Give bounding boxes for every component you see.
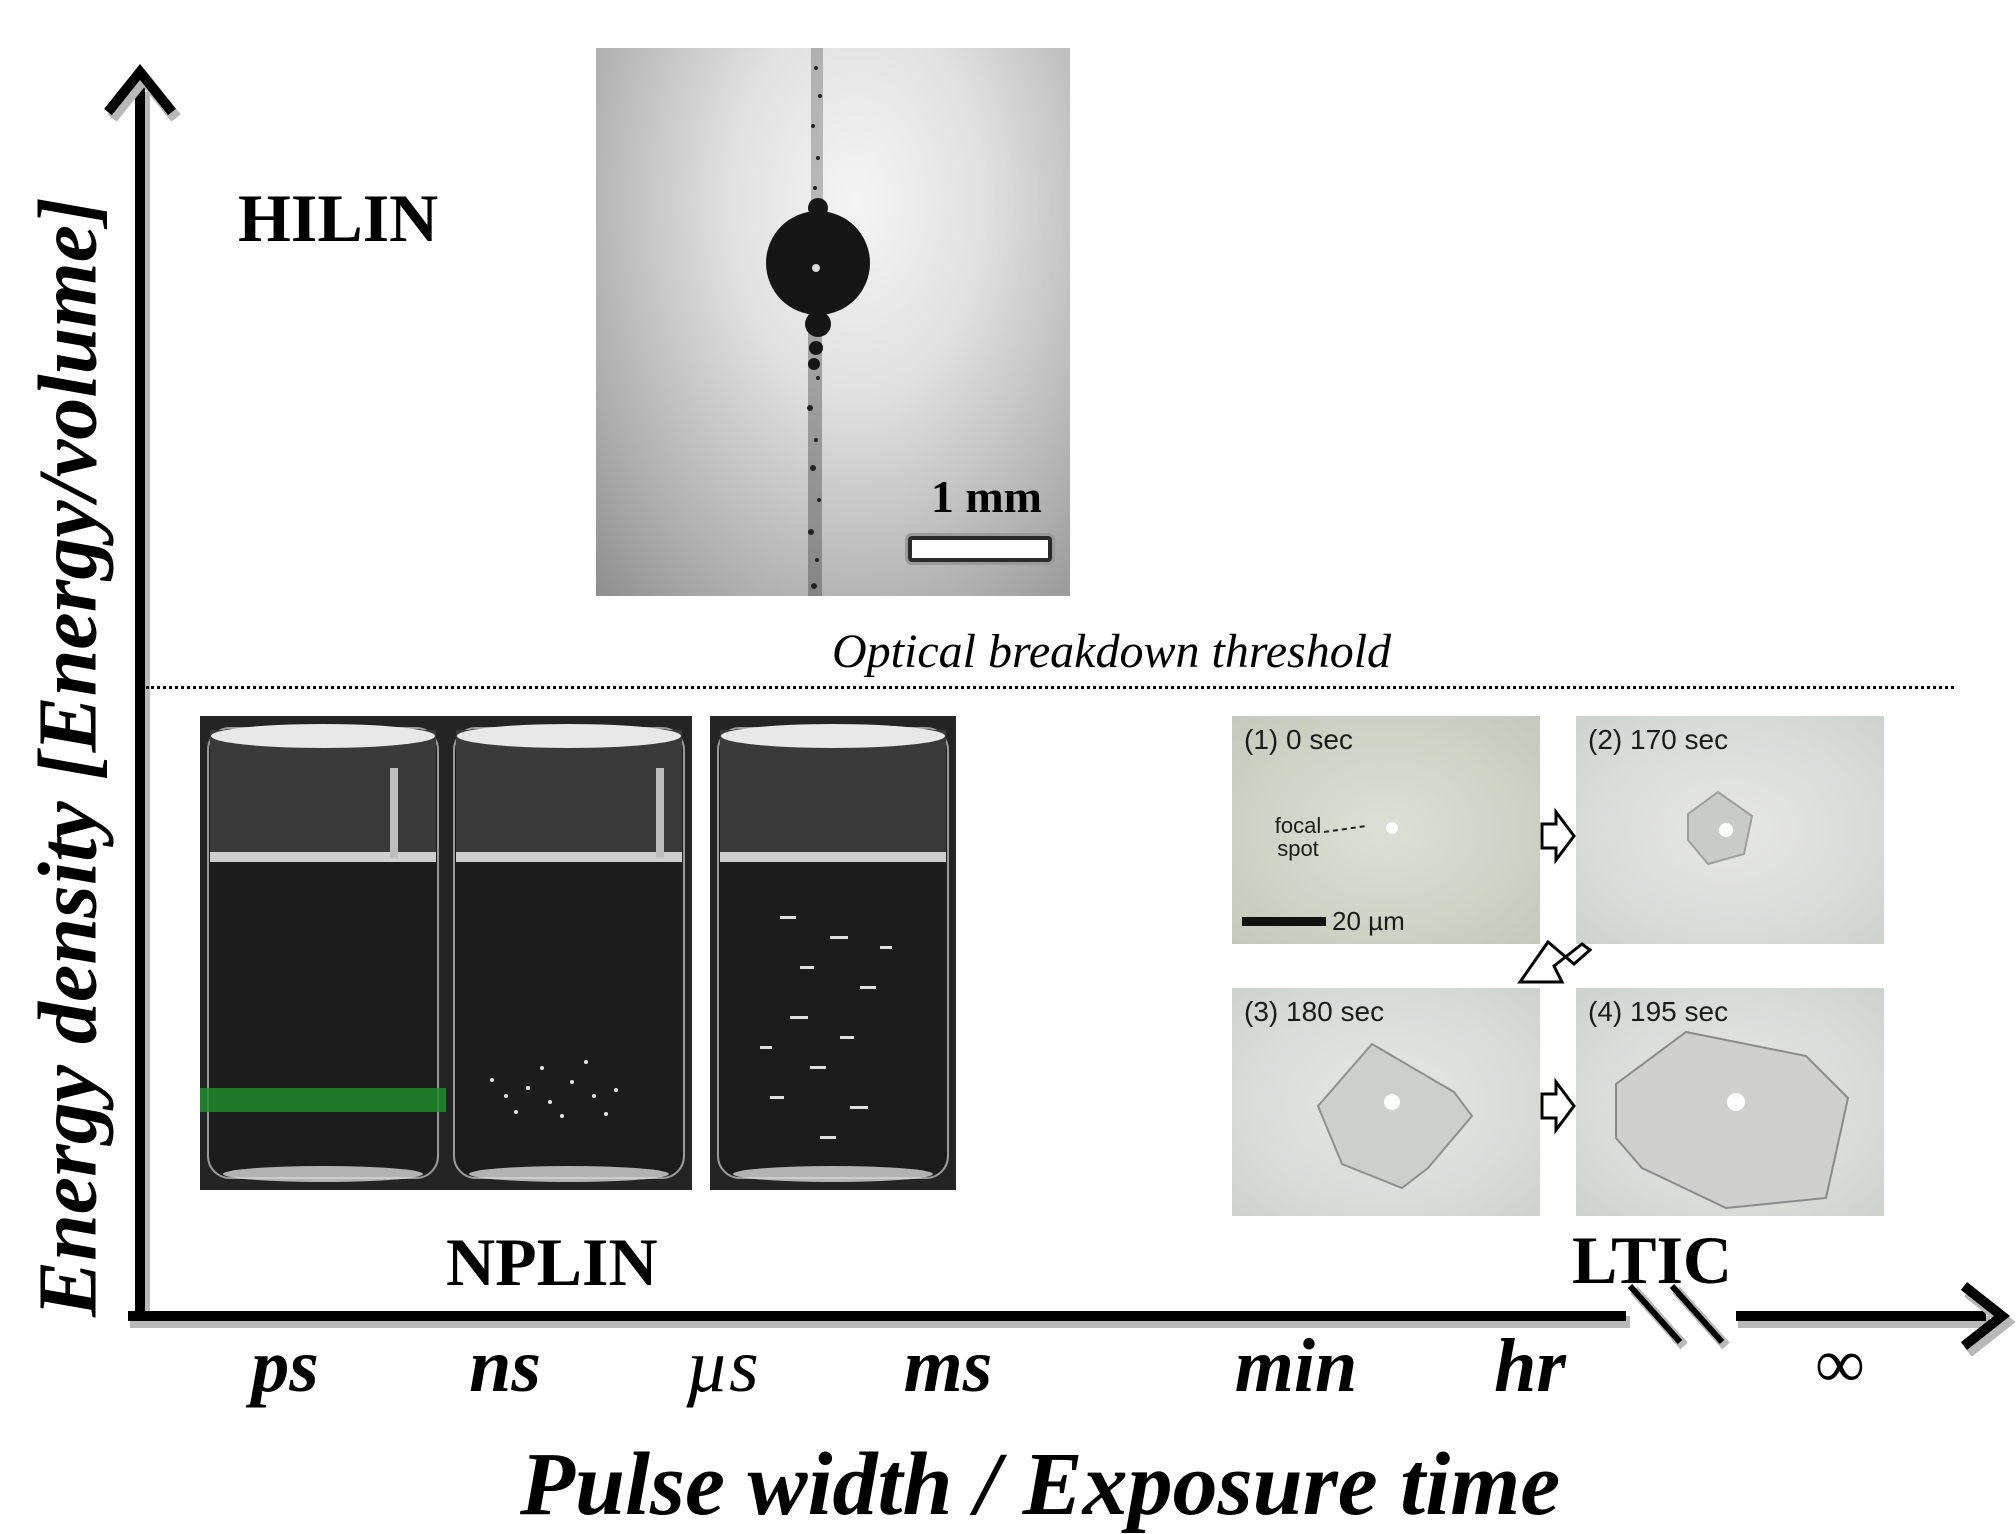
ltic-panel-2-drawing bbox=[1576, 716, 1884, 944]
x-tick-ns: ns bbox=[469, 1328, 541, 1404]
x-tick-min: min bbox=[1235, 1328, 1358, 1404]
ltic-focal-spot-label: focal spot bbox=[1268, 814, 1328, 860]
vial-3-drawing bbox=[710, 716, 956, 1190]
ltic-panel-4: (4) 195 sec bbox=[1576, 988, 1884, 1216]
vial-1-drawing bbox=[200, 716, 446, 1190]
region-label-hilin: HILIN bbox=[238, 184, 438, 252]
ltic-scale-bar bbox=[1242, 917, 1326, 926]
nplin-vial-2 bbox=[446, 716, 692, 1190]
x-tick-ps: ps bbox=[251, 1328, 319, 1404]
region-label-ltic: LTIC bbox=[1572, 1226, 1732, 1294]
ltic-scale-text: 20 µm bbox=[1332, 908, 1405, 934]
ltic-panel-3: (3) 180 sec bbox=[1232, 988, 1540, 1216]
ltic-panel-2: (2) 170 sec bbox=[1576, 716, 1884, 944]
region-label-nplin: NPLIN bbox=[446, 1228, 658, 1296]
vial-2-drawing bbox=[446, 716, 692, 1190]
hilin-scale-text: 1 mm bbox=[931, 474, 1042, 520]
nplin-vial-1 bbox=[200, 716, 446, 1190]
ltic-panel-1: (1) 0 sec focal spot 20 µm bbox=[1232, 716, 1540, 944]
hilin-photo: 1 mm bbox=[596, 48, 1070, 596]
x-tick-infinity: ∞ bbox=[1815, 1330, 1865, 1400]
y-axis-label: Energy density [Energy/volume] bbox=[20, 197, 117, 1317]
ltic-panel-3-drawing bbox=[1232, 988, 1540, 1216]
ltic-panel-4-drawing bbox=[1576, 988, 1884, 1216]
x-tick-us: µs bbox=[685, 1328, 758, 1404]
threshold-line bbox=[146, 686, 1954, 689]
threshold-label: Optical breakdown threshold bbox=[832, 628, 1391, 676]
x-tick-hr: hr bbox=[1494, 1328, 1566, 1404]
hilin-scale-bar bbox=[908, 536, 1052, 562]
x-tick-ms: ms bbox=[904, 1328, 993, 1404]
x-axis-label: Pulse width / Exposure time bbox=[520, 1440, 1560, 1530]
nplin-vial-3 bbox=[710, 716, 956, 1190]
